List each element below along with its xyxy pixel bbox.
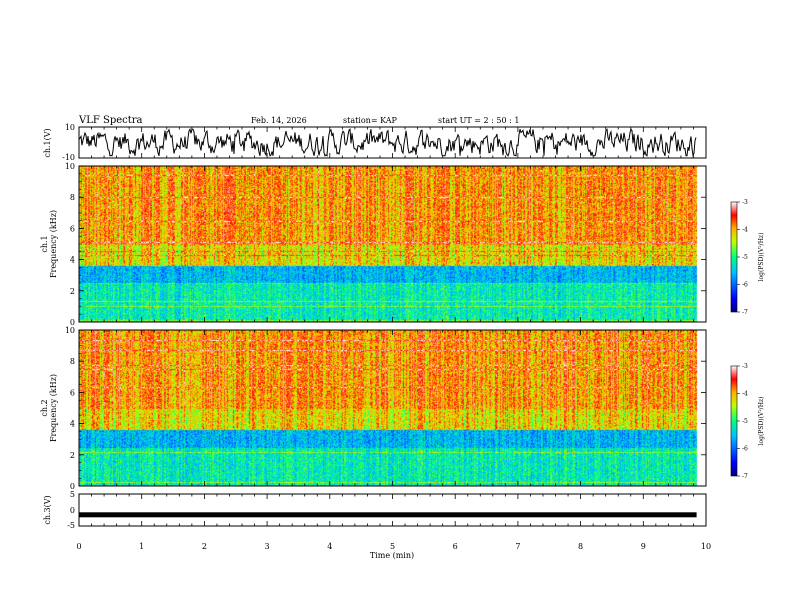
ch1-ylabel: ch.1(V)	[43, 128, 52, 157]
time-tick-label: 4	[327, 542, 332, 551]
freq-tick-label: 0	[70, 318, 75, 327]
freq-tick-label: 8	[70, 357, 75, 366]
colorbar-tick-label: -5	[742, 418, 748, 425]
ch2-spectrogram-yticks: 0 2 4 6 8 10	[65, 326, 706, 491]
ch2-spec-ylabel-line2: Frequency (kHz)	[49, 374, 58, 442]
freq-tick-label: 0	[70, 482, 75, 491]
ch1-spectrogram-panel: 0 2 4 6 8 10 ch.1 Frequency (kHz)	[40, 162, 707, 327]
ch2-colorbar-ticks: -3 -4 -5 -6 -7	[737, 363, 748, 480]
time-tick-label: 1	[139, 542, 144, 551]
colorbar-tick-label: -7	[742, 473, 748, 480]
freq-tick-label: 6	[70, 388, 75, 397]
colorbar-tick-label: -4	[742, 391, 748, 398]
colorbar-tick-label: -3	[742, 363, 748, 370]
ch3-ylabel: ch.3(V)	[43, 495, 52, 524]
freq-tick-label: 4	[70, 256, 75, 265]
freq-tick-label: 10	[65, 162, 75, 171]
time-axis-label: Time (min)	[370, 551, 414, 560]
ch1-spec-ylabel-line2: Frequency (kHz)	[49, 210, 58, 278]
freq-tick-label: 2	[70, 451, 75, 460]
freq-tick-label: 2	[70, 287, 75, 296]
time-tick-label: 2	[202, 542, 207, 551]
start-time-label: start UT = 2 : 50 : 1	[438, 116, 519, 125]
freq-tick-label: 10	[65, 326, 75, 335]
ch3-waveform-panel: 5 0 -5 ch.3(V) 0 1 2 3 4 5 6 7 8 9 10 Time (min)	[43, 490, 711, 560]
freq-tick-label: 8	[70, 193, 75, 202]
ch1-waveform-trace	[78, 127, 697, 158]
ch1-colorbar-label: log(PSD)(V²/Hz)	[758, 233, 765, 282]
ch2-spectrogram-panel: 0 2 4 6 8 10 ch.2 Frequency (kHz)	[40, 326, 707, 491]
time-tick-label: 0	[76, 542, 81, 551]
time-tick-label: 9	[641, 542, 646, 551]
ch3-ytick-bottom: -5	[67, 521, 75, 530]
ch2-spec-ylabel-line1: ch.2	[40, 399, 49, 416]
ch3-waveform-trace	[79, 512, 697, 518]
ch2-colorbar-label: log(PSD)(V²/Hz)	[758, 397, 765, 446]
ch2-spectrogram-xticks	[78, 330, 707, 486]
ch1-spectrogram-image	[79, 166, 706, 322]
ch1-spec-ylabel-line1: ch.1	[40, 235, 49, 252]
ch1-ytick-bottom: -10	[62, 153, 75, 162]
ch1-colorbar: -3 -4 -5 -6 -7 log(PSD)(V²/Hz)	[730, 199, 765, 316]
ch2-colorbar-gradient	[730, 365, 738, 477]
ch1-colorbar-ticks: -3 -4 -5 -6 -7	[737, 199, 748, 316]
time-tick-label: 7	[515, 542, 520, 551]
colorbar-tick-label: -3	[742, 199, 748, 206]
freq-tick-label: 6	[70, 224, 75, 233]
date-label: Feb. 14, 2026	[251, 116, 307, 125]
time-tick-label: 6	[453, 542, 458, 551]
time-axis-tick-labels: 0 1 2 3 4 5 6 7 8 9 10	[76, 542, 711, 551]
ch3-ytick-mid: 0	[70, 506, 75, 515]
time-tick-label: 3	[265, 542, 270, 551]
ch2-spectrogram-image	[79, 330, 706, 486]
colorbar-tick-label: -7	[742, 309, 748, 316]
ch1-spectrogram-xticks	[78, 166, 707, 322]
ch2-colorbar: -3 -4 -5 -6 -7 log(PSD)(V²/Hz)	[730, 363, 765, 480]
ch1-colorbar-gradient	[730, 201, 738, 313]
colorbar-tick-label: -6	[742, 446, 748, 453]
colorbar-tick-label: -4	[742, 227, 748, 234]
time-tick-label: 8	[578, 542, 583, 551]
ch3-ytick-top: 5	[70, 490, 75, 499]
ch1-ytick-top: 10	[65, 123, 75, 132]
ch3-waveform-xticks	[78, 494, 707, 526]
freq-tick-label: 4	[70, 420, 75, 429]
colorbar-tick-label: -5	[742, 254, 748, 261]
figure-title: VLF Spectra	[78, 115, 143, 126]
time-tick-label: 10	[701, 542, 711, 551]
ch1-waveform-panel: 10 -10 ch.1(V)	[43, 123, 707, 162]
ch1-waveform-xticks	[78, 127, 707, 158]
colorbar-tick-label: -6	[742, 282, 748, 289]
ch1-spectrogram-yticks: 0 2 4 6 8 10	[65, 162, 706, 327]
time-tick-label: 5	[390, 542, 395, 551]
station-label: station= KAP	[343, 116, 398, 125]
